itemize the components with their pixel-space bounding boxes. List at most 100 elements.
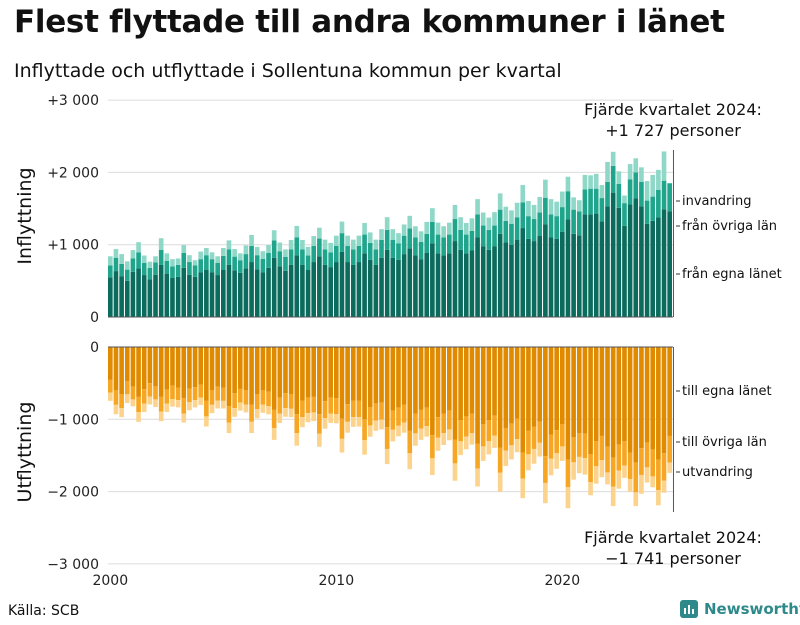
bar-emigration [627, 478, 633, 492]
bar-to-other-counties [413, 413, 418, 434]
bar-from-own-county [520, 228, 526, 317]
bar-from-other-counties [537, 212, 543, 237]
bar-from-own-county [124, 280, 130, 317]
bar-to-other-counties [571, 437, 576, 463]
bar-to-other-counties [136, 396, 141, 413]
bar-to-own-county [283, 347, 288, 394]
bar-to-other-counties [526, 430, 531, 455]
bar-from-own-county [616, 207, 622, 317]
y-tick-label: −2 000 [47, 485, 99, 501]
bar-immigration [170, 259, 175, 267]
bar-immigration [334, 235, 339, 246]
bar-to-own-county [633, 347, 639, 463]
bar-from-own-county [141, 275, 147, 317]
bar-to-own-county [576, 347, 582, 434]
bar-emigration [650, 476, 656, 488]
bar-from-own-county [221, 270, 226, 317]
bar-to-own-county [407, 347, 413, 431]
bar-immigration [249, 234, 254, 246]
bar-from-other-counties [514, 217, 520, 240]
bar-immigration [317, 227, 322, 239]
x-tick-label: 2010 [318, 573, 354, 589]
bar-from-other-counties [418, 241, 424, 260]
bar-emigration [480, 446, 486, 461]
bar-immigration [458, 217, 463, 230]
bar-to-own-county [221, 347, 226, 388]
bar-from-own-county [582, 214, 588, 317]
bar-emigration [221, 400, 226, 409]
bar-emigration [571, 462, 576, 480]
bar-emigration [588, 482, 593, 496]
bar-from-other-counties [334, 245, 339, 263]
bar-from-other-counties [667, 183, 672, 212]
bar-to-own-county [209, 347, 215, 391]
bar-to-other-counties [294, 414, 300, 434]
bar-immigration [447, 222, 452, 235]
bar-from-own-county [650, 220, 656, 317]
bar-from-own-county [328, 267, 333, 317]
bar-from-other-counties [644, 200, 650, 224]
bar-emigration [113, 404, 119, 415]
bar-to-own-county [514, 347, 520, 419]
bar-from-other-counties [633, 172, 639, 199]
bar-to-own-county [243, 347, 249, 391]
bar-from-own-county [384, 249, 390, 317]
bar-to-own-county [181, 347, 187, 398]
bar-from-other-counties [209, 259, 215, 273]
bar-from-other-counties [221, 255, 226, 271]
bar-emigration [283, 408, 288, 417]
bar-to-own-county [277, 347, 283, 398]
bar-to-own-county [452, 347, 458, 440]
bar-immigration [192, 260, 198, 266]
bar-immigration [328, 242, 333, 253]
bar-emigration [226, 422, 232, 434]
bar-emigration [486, 440, 492, 455]
bar-to-own-county [192, 347, 198, 388]
bar-immigration [362, 223, 367, 235]
bar-to-other-counties [300, 400, 305, 418]
bar-immigration [401, 224, 407, 236]
bar-emigration [554, 453, 559, 469]
bar-immigration [221, 247, 226, 256]
bar-emigration [373, 420, 379, 431]
bar-from-own-county [639, 206, 644, 317]
bar-immigration [486, 217, 492, 230]
bar-to-other-counties [435, 417, 441, 438]
bar-from-other-counties [124, 269, 130, 281]
bar-to-own-county [503, 347, 509, 428]
bar-to-other-counties [328, 397, 333, 414]
bar-to-own-county [226, 347, 232, 407]
bar-immigration [187, 255, 192, 263]
bar-from-other-counties [158, 249, 164, 265]
bar-from-own-county [633, 198, 639, 317]
bar-to-other-counties [458, 420, 463, 442]
bar-from-other-counties [317, 238, 322, 257]
bar-from-other-counties [401, 235, 407, 255]
bar-immigration [548, 199, 554, 215]
bar-from-other-counties [571, 209, 576, 234]
bar-from-other-counties [458, 229, 463, 250]
bar-to-other-counties [260, 390, 266, 405]
bar-from-own-county [622, 225, 627, 317]
bar-to-other-counties [198, 384, 204, 398]
bar-to-own-county [158, 347, 164, 397]
bar-from-other-counties [407, 228, 413, 249]
bar-to-own-county [367, 347, 373, 408]
bar-to-own-county [384, 347, 390, 428]
y-tick-label: +3 000 [47, 93, 99, 109]
bar-from-other-counties [548, 214, 554, 238]
bar-from-other-counties [610, 165, 616, 193]
bar-to-own-county [463, 347, 469, 417]
bar-immigration [418, 231, 424, 242]
bar-to-other-counties [305, 397, 311, 414]
bar-immigration [554, 201, 559, 217]
bar-emigration [396, 425, 401, 437]
bar-from-other-counties [396, 243, 401, 260]
bar-immigration [373, 239, 379, 250]
bar-to-other-counties [141, 389, 147, 404]
bar-to-other-counties [232, 393, 237, 409]
bar-from-own-county [305, 270, 311, 317]
bar-to-own-county [362, 347, 367, 420]
bar-to-own-county [345, 347, 350, 405]
x-tick-label: 2000 [92, 573, 128, 589]
